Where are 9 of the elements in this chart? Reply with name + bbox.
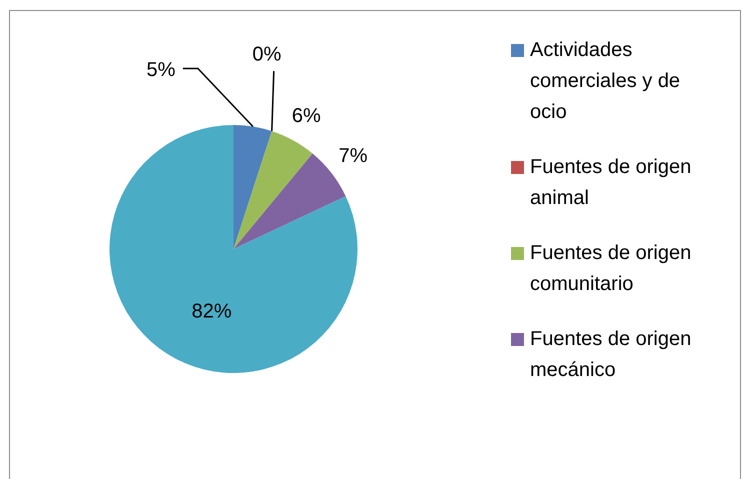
data-label: 7% — [338, 144, 368, 167]
data-label: 82% — [192, 300, 232, 322]
legend-label: Fuentes de origen mecánico — [530, 327, 692, 383]
legend-label: Fuentes de origen comunitario — [530, 241, 692, 297]
data-label: 5% — [146, 59, 176, 82]
legend-label: Fuentes de origen animal — [530, 155, 692, 211]
text: 0% — [252, 44, 282, 66]
legend-label: Actividades comerciales y de ocio — [530, 38, 682, 125]
data-label: 6% — [292, 104, 322, 127]
